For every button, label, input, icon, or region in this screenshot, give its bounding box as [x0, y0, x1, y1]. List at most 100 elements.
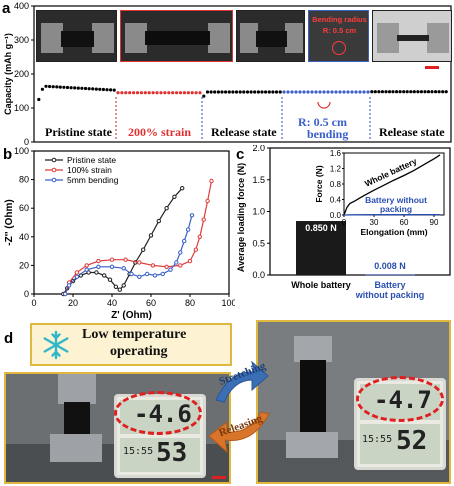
right-time-readout: 15:55	[362, 434, 393, 445]
y-tick-label-c: 0.0	[252, 270, 265, 280]
eis-point	[121, 266, 126, 271]
y-axis-label-a: Capacity (mAh g⁻¹)	[3, 33, 13, 115]
right-humidity-readout: 52	[396, 426, 428, 456]
y-tick-label-c: 1.5	[252, 175, 265, 185]
capacity-point	[387, 90, 392, 94]
x-tick-label-b: 100	[221, 298, 235, 308]
capacity-point	[423, 90, 427, 94]
photo-pristine	[36, 10, 117, 62]
eis-point	[174, 260, 179, 265]
photo-stretched	[120, 10, 233, 62]
eis-point	[193, 247, 199, 252]
eis-point	[94, 270, 99, 275]
inset-y-tick-label: 1.6	[330, 149, 342, 158]
bar-without-packing	[365, 274, 415, 276]
y-tick-label-b: 100	[14, 146, 29, 156]
eis-point	[84, 267, 89, 272]
capacity-point	[227, 90, 231, 94]
capacity-point	[441, 90, 445, 94]
eis-point	[178, 263, 183, 268]
capacity-point	[73, 86, 77, 90]
panel-label-b: b	[3, 146, 13, 163]
eis-point	[102, 273, 107, 278]
eis-point	[109, 257, 115, 262]
inset-x-tick-label: 0	[342, 218, 347, 227]
capacity-point	[143, 91, 147, 95]
eis-point	[96, 264, 101, 270]
y-tick-label-c: 1.0	[252, 207, 265, 217]
y-tick-label-b: 60	[19, 203, 29, 213]
eis-point	[189, 213, 195, 218]
capacity-point	[69, 86, 73, 90]
eis-point	[152, 273, 158, 278]
low-temp-title-line2: operating	[110, 344, 168, 359]
capacity-point	[354, 90, 358, 94]
capacity-point	[83, 86, 88, 91]
eis-point	[121, 283, 126, 288]
y-tick-label-a: 400	[14, 1, 29, 11]
capacity-point	[128, 91, 132, 95]
capacity-point	[278, 90, 282, 94]
left-time-readout: 15:55	[123, 446, 154, 457]
x-tick-label-b: 40	[107, 298, 117, 308]
capacity-point	[380, 90, 384, 94]
capacity-point	[334, 90, 338, 94]
capacity-point	[346, 90, 350, 94]
legend-marker-b	[51, 167, 57, 173]
capacity-point	[167, 91, 171, 95]
capacity-point	[412, 90, 416, 94]
capacity-point	[271, 90, 275, 94]
capacity-point	[391, 90, 395, 94]
releasing-arrow	[208, 411, 270, 454]
capacity-point	[220, 90, 224, 94]
capacity-point	[437, 90, 441, 94]
radius-value-label: R: 0.5 cm	[322, 26, 357, 35]
panel-label-a: a	[2, 0, 11, 17]
capacity-point	[256, 90, 260, 94]
photo-release-final	[372, 10, 452, 62]
capacity-point	[194, 91, 198, 95]
plot-frame-b	[33, 150, 230, 295]
eis-point	[178, 250, 183, 255]
capacity-point	[151, 91, 155, 95]
bar-value-label: 0.850 N	[305, 223, 337, 233]
eis-point	[187, 258, 193, 264]
capacity-point	[402, 90, 406, 94]
capacity-point	[190, 91, 194, 95]
capacity-point	[416, 90, 420, 94]
capacity-point	[384, 90, 388, 94]
capacity-point	[338, 90, 342, 94]
capacity-point	[132, 91, 136, 95]
panel-label-d: d	[4, 330, 14, 347]
capacity-point	[322, 90, 326, 94]
capacity-point	[234, 90, 239, 94]
capacity-point	[105, 88, 109, 92]
eis-point	[185, 227, 191, 232]
capacity-point	[198, 91, 202, 95]
bending-radius-label: Bending radius	[312, 15, 367, 24]
eis-point	[113, 284, 119, 290]
eis-point	[129, 271, 134, 277]
eis-point	[172, 194, 177, 199]
photo-bending: Bending radius R: 0.5 cm	[308, 10, 369, 62]
inset-y-axis-label: Force (N)	[314, 165, 324, 202]
state-label-release-final: Release state	[379, 125, 445, 139]
capacity-point	[44, 84, 48, 88]
capacity-point	[264, 90, 268, 94]
legend-label-b: 100% strain	[67, 165, 112, 175]
inset-label-without-1: Battery without	[365, 195, 427, 205]
inset-y-tick-label: 0.8	[330, 180, 342, 189]
eis-point	[156, 218, 162, 224]
x-tick-label-b: 60	[146, 298, 156, 308]
capacity-point	[430, 90, 434, 94]
state-label-strain: 200% strain	[128, 125, 191, 139]
eis-point	[144, 271, 150, 277]
scale-bar-d	[212, 476, 226, 479]
capacity-point	[120, 91, 124, 95]
capacity-point	[260, 90, 264, 94]
capacity-point	[135, 91, 140, 95]
y-axis-label-c: Average loading force (N)	[236, 163, 246, 272]
capacity-point	[98, 87, 102, 91]
eis-series-line	[64, 215, 193, 295]
capacity-point	[342, 90, 346, 94]
